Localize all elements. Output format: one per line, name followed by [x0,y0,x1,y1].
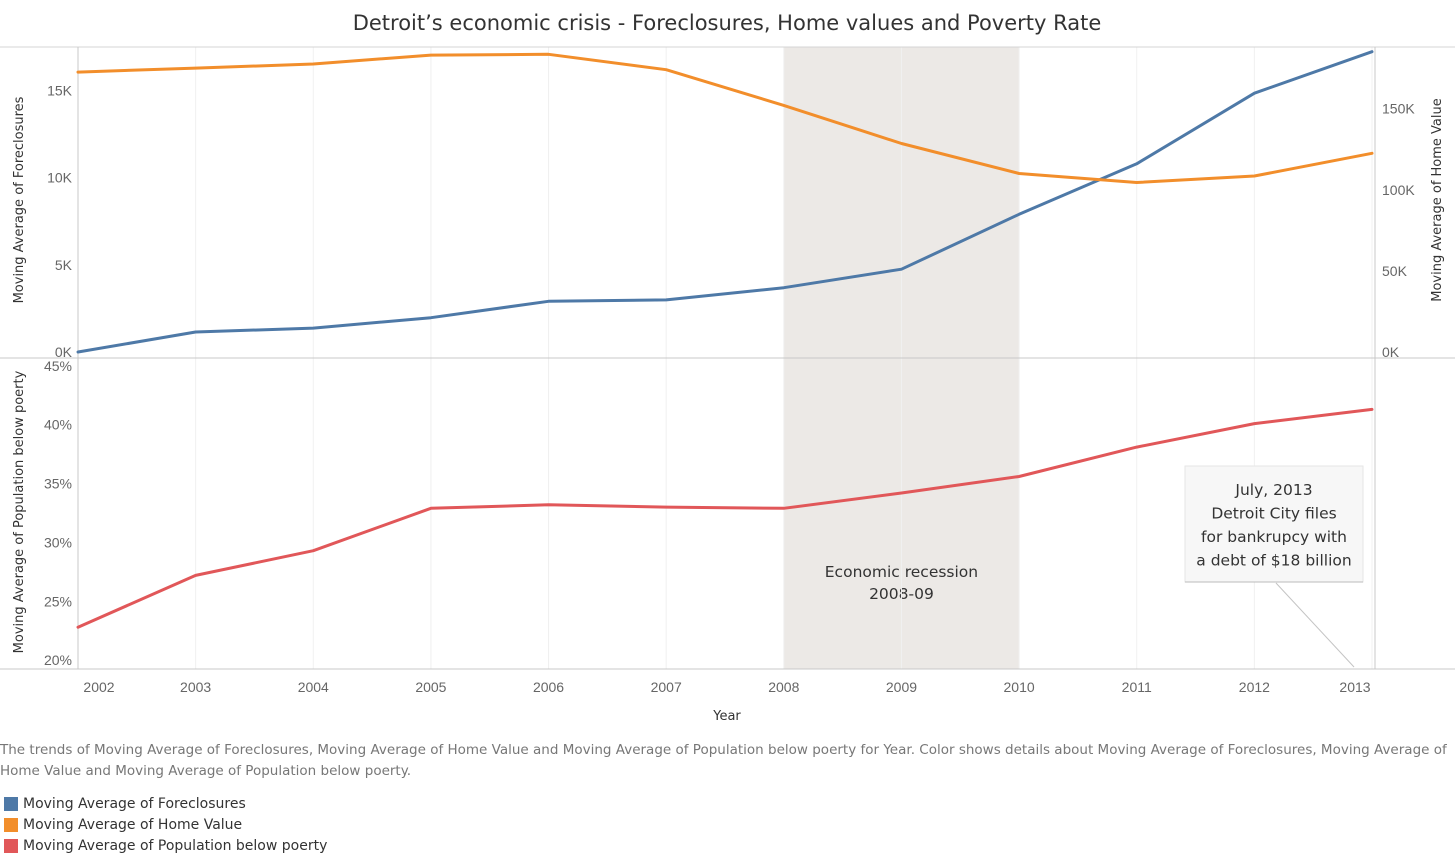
legend-item-poverty[interactable]: Moving Average of Population below poert… [4,835,327,856]
left-tick-bottom-2: 30% [44,534,72,550]
right-tick-top-3: 150K [1382,101,1415,117]
left-tick-top-2: 10K [47,170,73,186]
legend-label-home-value: Moving Average of Home Value [23,816,243,833]
x-tick-2006: 2006 [533,679,564,695]
y-axis-title-home-value: Moving Average of Home Value [1430,98,1445,302]
series-line-moving-average-of-home-value [76,52,1374,184]
x-axis-title: Year [712,709,741,724]
annotation-line-3: for bankrupcy with [1201,528,1347,546]
x-tick-2008: 2008 [768,679,799,695]
legend-swatch-foreclosures [4,796,18,811]
x-tick-2004: 2004 [298,679,329,695]
right-tick-top-1: 50K [1382,263,1408,279]
legend-swatch-home-value [4,817,18,832]
x-tick-2002: 2002 [83,679,114,695]
legend: Moving Average of Foreclosures Moving Av… [4,793,327,856]
annotation-line-2: Detroit City files [1211,505,1336,523]
left-tick-top-1: 5K [55,257,73,273]
chart-caption: The trends of Moving Average of Foreclos… [0,742,1447,779]
annotation-pointer [1275,582,1355,668]
y-axis-title-poverty: Moving Average of Population below poert… [12,370,27,653]
x-tick-2013: 2013 [1339,679,1370,695]
left-tick-bottom-4: 40% [44,417,72,433]
x-tick-2007: 2007 [651,679,682,695]
x-tick-2011: 2011 [1122,679,1152,695]
chart-title: Detroit’s economic crisis - Foreclosures… [353,11,1102,35]
left-tick-bottom-5: 45% [44,358,72,374]
right-tick-top-0: 0K [1382,344,1400,360]
legend-item-home-value[interactable]: Moving Average of Home Value [4,814,327,835]
x-tick-2009: 2009 [886,679,917,695]
left-tick-bottom-1: 25% [44,593,72,609]
left-tick-top-3: 15K [47,83,73,99]
series-line-moving-average-of-population-below-poerty [76,407,1374,629]
x-tick-2012: 2012 [1239,679,1270,695]
y-axis-title-foreclosures: Moving Average of Foreclosures [12,96,27,303]
annotation-line-4: a debt of $18 billion [1196,552,1351,570]
annotation-box [1184,465,1364,583]
chart: Detroit’s economic crisis - Foreclosures… [0,11,1455,724]
series-line-moving-average-of-foreclosures [76,50,1374,354]
x-tick-2005: 2005 [415,679,446,695]
legend-item-foreclosures[interactable]: Moving Average of Foreclosures [4,793,327,814]
legend-swatch-poverty [4,838,18,853]
legend-label-foreclosures: Moving Average of Foreclosures [23,795,246,812]
legend-label-poverty: Moving Average of Population below poert… [23,837,328,854]
annotation-line-1: July, 2013 [1234,481,1312,499]
left-tick-top-0: 0K [55,344,73,360]
x-tick-2010: 2010 [1004,679,1035,695]
x-tick-2003: 2003 [180,679,211,695]
left-tick-bottom-3: 35% [44,476,72,492]
right-tick-top-2: 100K [1382,182,1415,198]
left-tick-bottom-0: 20% [44,652,72,668]
